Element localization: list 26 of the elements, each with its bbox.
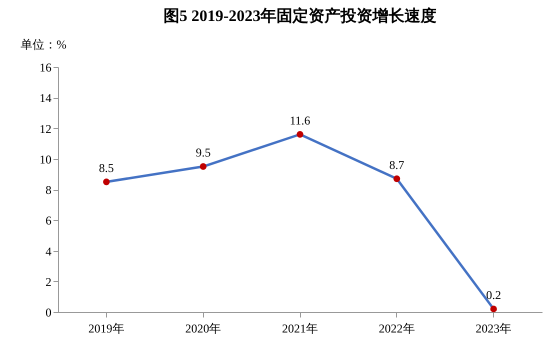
point (393, 175, 400, 182)
data-label: 9.5 (196, 146, 211, 160)
y-tick-label: 4 (46, 244, 52, 258)
point (296, 131, 304, 138)
y-axis-title: 单位：% (20, 38, 66, 52)
y-tick-label: 0 (46, 306, 52, 320)
x-tick-label: 2022年 (378, 322, 415, 336)
chart-title: 图5 2019-2023年固定资产投资增长速度 (163, 6, 437, 25)
data-label: 8.7 (389, 158, 404, 172)
point (490, 306, 497, 312)
data-label: 0.2 (486, 288, 502, 302)
y-tick-label: 6 (46, 214, 52, 228)
y-tick-label: 8 (46, 183, 52, 197)
data-label: 11.6 (290, 113, 310, 128)
x-tick-label: 2019年 (88, 322, 124, 336)
y-tick-label: 16 (40, 60, 52, 74)
y-tick-label: 10 (40, 152, 52, 166)
point (200, 163, 207, 170)
x-tick-label: 2020年 (185, 322, 222, 336)
point (103, 178, 110, 186)
y-tick-label: 14 (40, 91, 52, 106)
x-tick-label: 2021年 (282, 322, 318, 336)
y-tick-label: 2 (46, 274, 52, 289)
data-label: 8.5 (98, 160, 114, 175)
x-tick-label: 2023年 (476, 322, 512, 336)
y-tick-label: 12 (40, 122, 52, 136)
